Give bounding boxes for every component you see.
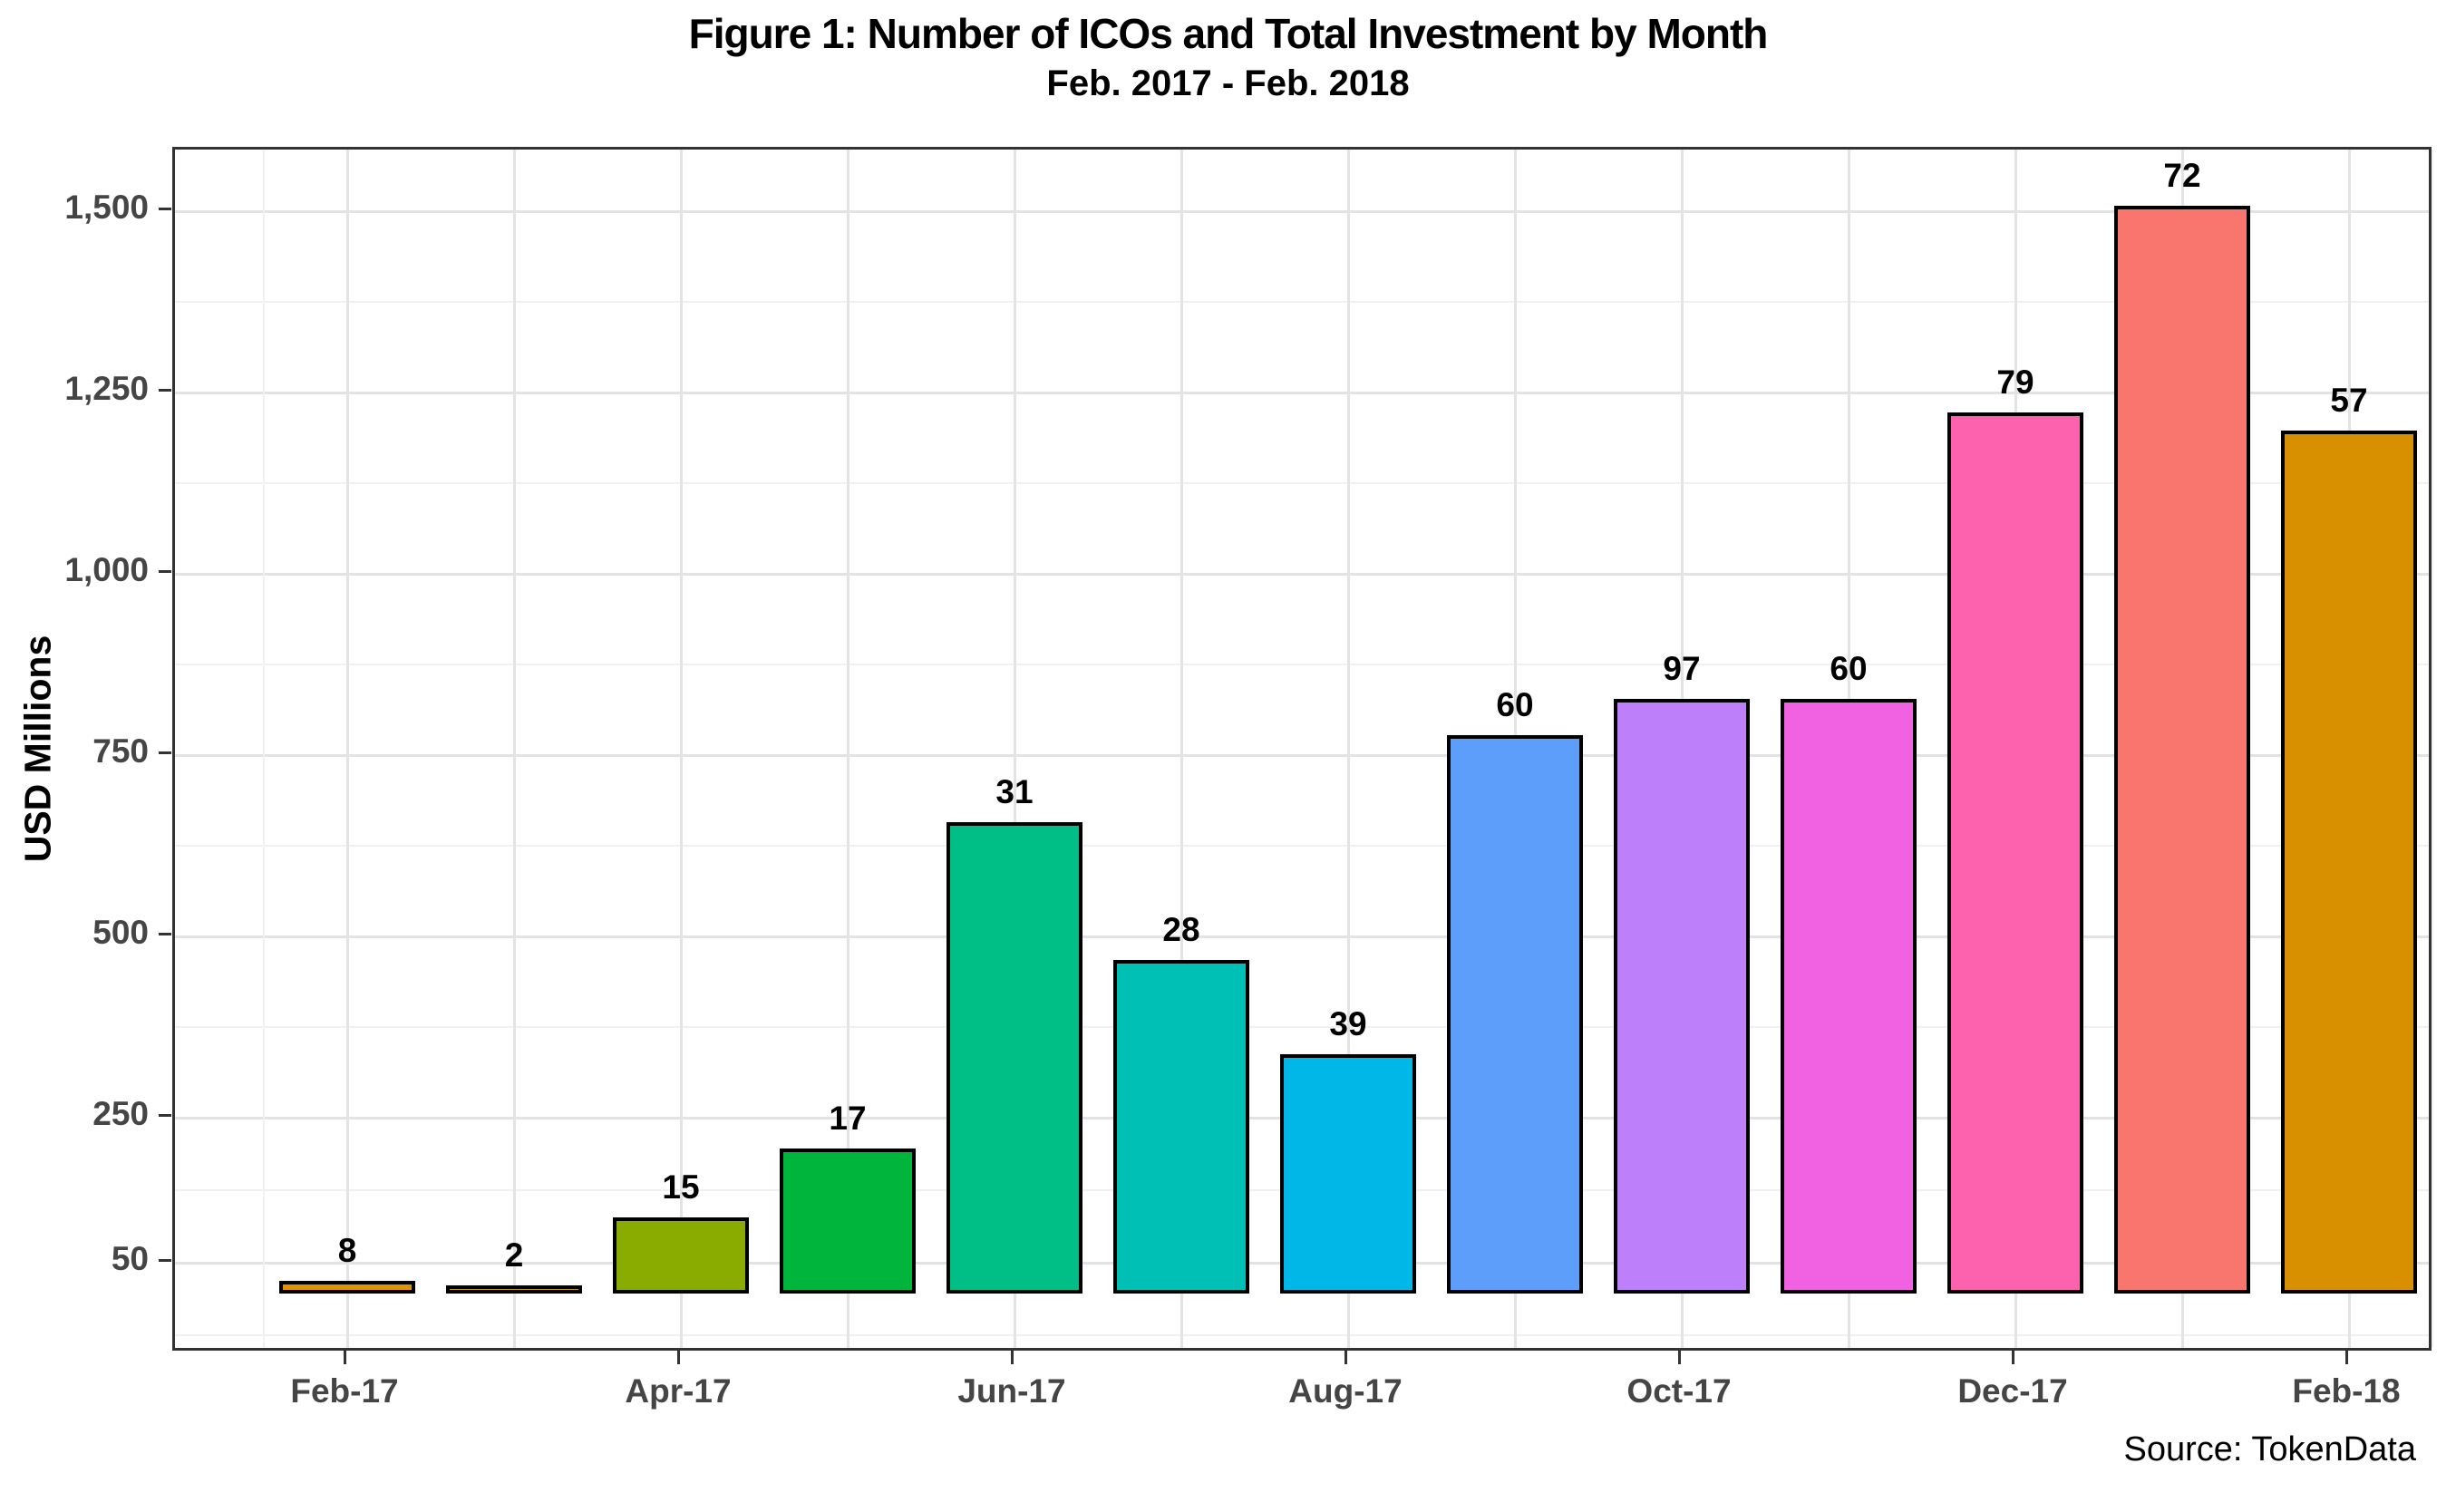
x-tick-label: Feb-18 — [2292, 1372, 2401, 1410]
bar-count-label: 39 — [1329, 1005, 1367, 1042]
gridline-major-v — [1179, 150, 1183, 1348]
y-axis-title: USD Millions — [16, 635, 59, 863]
x-tick-label: Aug-17 — [1288, 1372, 1403, 1410]
y-tick-mark — [159, 751, 171, 754]
chart-title: Figure 1: Number of ICOs and Total Inves… — [688, 10, 1769, 57]
y-tick-label: 1,000 — [64, 551, 149, 588]
y-tick-mark — [159, 1258, 171, 1262]
source-credit: Source: TokenData — [2123, 1430, 2417, 1468]
y-tick-label: 1,250 — [64, 370, 149, 407]
gridline-major-v — [1013, 150, 1016, 1348]
bar-May-17 — [780, 1149, 916, 1294]
bar-count-label: 31 — [995, 773, 1034, 810]
x-tick-label: Feb-17 — [290, 1372, 399, 1410]
gridline-major-v — [679, 150, 683, 1348]
gridline-minor-v — [2432, 150, 2433, 1348]
bar-count-label: 79 — [1996, 363, 2034, 401]
bar-Feb-17 — [279, 1280, 415, 1294]
y-tick-label: 1,500 — [64, 189, 149, 226]
plot-panel: 8 2 15 17 31 28 39 60 97 60 79 72 57 — [172, 147, 2433, 1351]
gridline-major-v — [1346, 150, 1350, 1348]
bar-count-label: 15 — [662, 1168, 700, 1206]
y-tick-mark — [159, 1113, 171, 1117]
bar-count-label: 28 — [1162, 911, 1200, 948]
y-tick-label: 50 — [111, 1240, 149, 1277]
bar-Aug-17 — [1280, 1054, 1416, 1294]
gridline-major-h — [175, 209, 2429, 213]
gridline-major-h — [175, 572, 2429, 576]
x-tick-mark — [1344, 1351, 1347, 1364]
bar-count-label: 60 — [1496, 686, 1534, 723]
bar-count-label: 72 — [2163, 157, 2201, 194]
chart-subtitle: Feb. 2017 - Feb. 2018 — [1046, 63, 1410, 103]
gridline-minor-h — [175, 301, 2429, 303]
bar-Feb-18 — [2281, 431, 2417, 1294]
bar-Oct-17 — [1614, 699, 1750, 1294]
x-tick-label: Apr-17 — [625, 1372, 732, 1410]
y-tick-mark — [159, 388, 171, 392]
bar-Dec-17 — [1947, 412, 2083, 1294]
y-tick-label: 750 — [92, 732, 149, 770]
bar-Jun-17 — [946, 822, 1082, 1294]
bar-Mar-17 — [446, 1285, 582, 1294]
bar-count-label: 2 — [504, 1236, 524, 1274]
bar-count-label: 60 — [1830, 650, 1868, 687]
bar-Sep-17 — [1447, 735, 1583, 1294]
x-tick-mark — [1010, 1351, 1014, 1364]
bar-Jan-18 — [2114, 206, 2250, 1294]
gridline-major-v — [512, 150, 516, 1348]
gridline-minor-h — [175, 664, 2429, 665]
gridline-major-h — [175, 935, 2429, 938]
gridline-major-v — [846, 150, 849, 1348]
bar-count-label: 17 — [829, 1100, 867, 1137]
bar-count-label: 8 — [337, 1231, 357, 1269]
gridline-major-v — [345, 150, 349, 1348]
x-tick-mark — [676, 1351, 680, 1364]
gridline-minor-h — [175, 482, 2429, 484]
x-tick-mark — [2344, 1351, 2348, 1364]
x-tick-mark — [343, 1351, 346, 1364]
gridline-major-h — [175, 391, 2429, 394]
x-tick-mark — [1677, 1351, 1681, 1364]
gridline-minor-h — [175, 1026, 2429, 1028]
gridline-minor-h — [175, 845, 2429, 847]
bar-Nov-17 — [1781, 699, 1917, 1294]
bar-Jul-17 — [1113, 960, 1249, 1294]
gridline-major-h — [175, 753, 2429, 757]
y-tick-label: 250 — [92, 1095, 149, 1132]
y-tick-mark — [159, 569, 171, 573]
gridline-minor-h — [175, 1334, 2429, 1336]
bar-count-label: 57 — [2330, 382, 2368, 419]
x-tick-label: Jun-17 — [957, 1372, 1066, 1410]
bar-count-label: 97 — [1663, 650, 1701, 687]
x-tick-mark — [2011, 1351, 2014, 1364]
y-tick-label: 500 — [92, 914, 149, 951]
x-tick-label: Dec-17 — [1957, 1372, 2068, 1410]
bar-Apr-17 — [613, 1217, 749, 1294]
x-tick-label: Oct-17 — [1626, 1372, 1732, 1410]
y-tick-mark — [159, 932, 171, 935]
gridline-minor-v — [263, 150, 265, 1348]
y-tick-mark — [159, 207, 171, 210]
